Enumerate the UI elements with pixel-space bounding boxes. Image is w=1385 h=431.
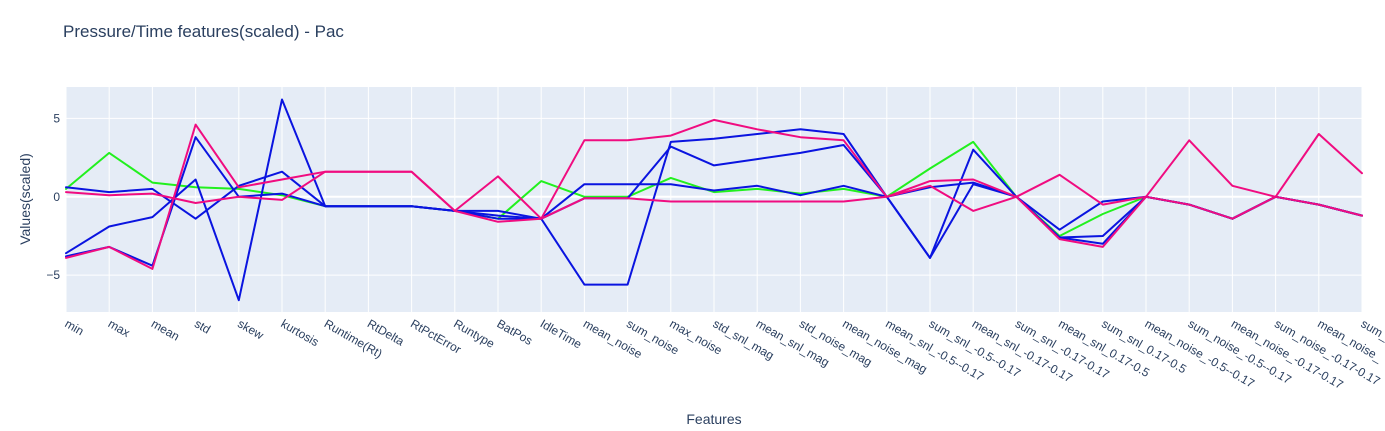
y-axis-title: Values(scaled) (17, 153, 33, 245)
x-tick-labels: min max mean std skew kurtosis Runtime(Rt)RtDe… (63, 316, 1385, 392)
x-tick-label: BatPos (495, 316, 536, 347)
series-lines (65, 98, 1363, 302)
x-tick-label: mean (149, 316, 182, 343)
grid-lines (65, 87, 1363, 312)
chart-title: Pressure/Time features(scaled) - Pac (63, 22, 344, 41)
y-tick-label: 5 (53, 111, 60, 125)
x-tick-label: std (192, 316, 213, 336)
series-line-6 (65, 123, 1363, 270)
x-tick-label: IdleTime (538, 316, 585, 351)
x-tick-label: min (63, 316, 87, 338)
x-tick-label: skew (235, 316, 266, 342)
y-tick-label: 0 (53, 190, 60, 204)
x-tick-label: max (106, 316, 133, 339)
y-tick-label: −5 (46, 268, 60, 282)
y-tick-labels: −5 0 5 (46, 111, 60, 282)
x-axis-title: Features (686, 411, 741, 427)
x-tick-label: kurtosis (279, 316, 322, 349)
